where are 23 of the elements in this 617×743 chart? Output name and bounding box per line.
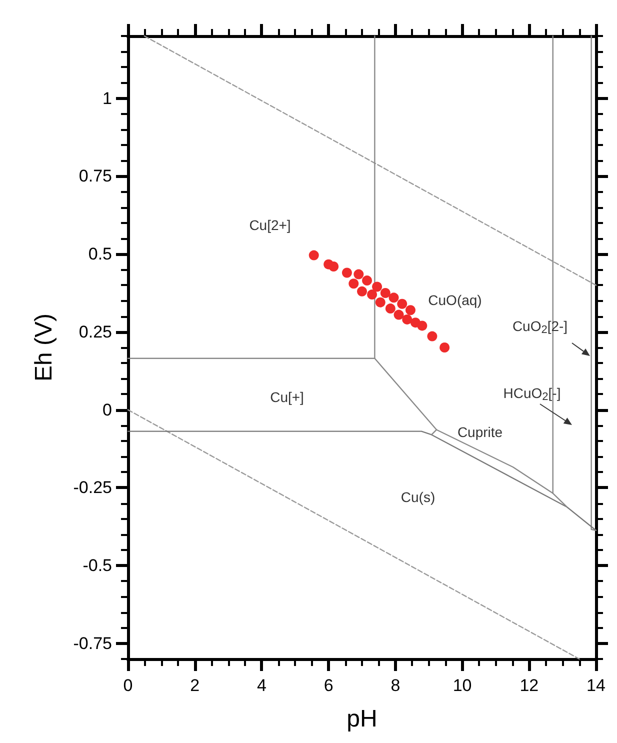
x-tick-label: 12 (520, 676, 539, 695)
y-tick-label: 0.25 (78, 322, 112, 342)
x-axis-title: pH (346, 706, 378, 732)
x-tick-label: 6 (324, 676, 334, 695)
y-tick-label: 0.5 (88, 244, 112, 264)
annotation: Cuprite (457, 424, 503, 440)
x-tick-label: 0 (123, 676, 133, 695)
y-tick-label: -0.5 (82, 556, 112, 576)
x-tick-label: 8 (390, 676, 400, 695)
x-tick-label: 14 (586, 676, 606, 695)
y-tick-label: 1 (102, 88, 112, 108)
annotation: Cu(s) (400, 489, 436, 505)
x-tick-label: 10 (452, 676, 472, 695)
x-tick-label: 4 (256, 676, 266, 695)
y-tick-label: 0 (102, 400, 112, 420)
annotation: Cu[+] (270, 389, 304, 405)
annotation: Cu[2+] (249, 217, 291, 233)
x-tick-label: 2 (190, 676, 200, 695)
y-tick-label: -0.75 (73, 634, 112, 653)
annotation: CuO(aq) (428, 292, 482, 308)
y-tick-label: 0.75 (78, 166, 112, 186)
y-tick-label: -0.25 (73, 478, 112, 498)
y-axis-title: Eh (V) (30, 313, 58, 382)
